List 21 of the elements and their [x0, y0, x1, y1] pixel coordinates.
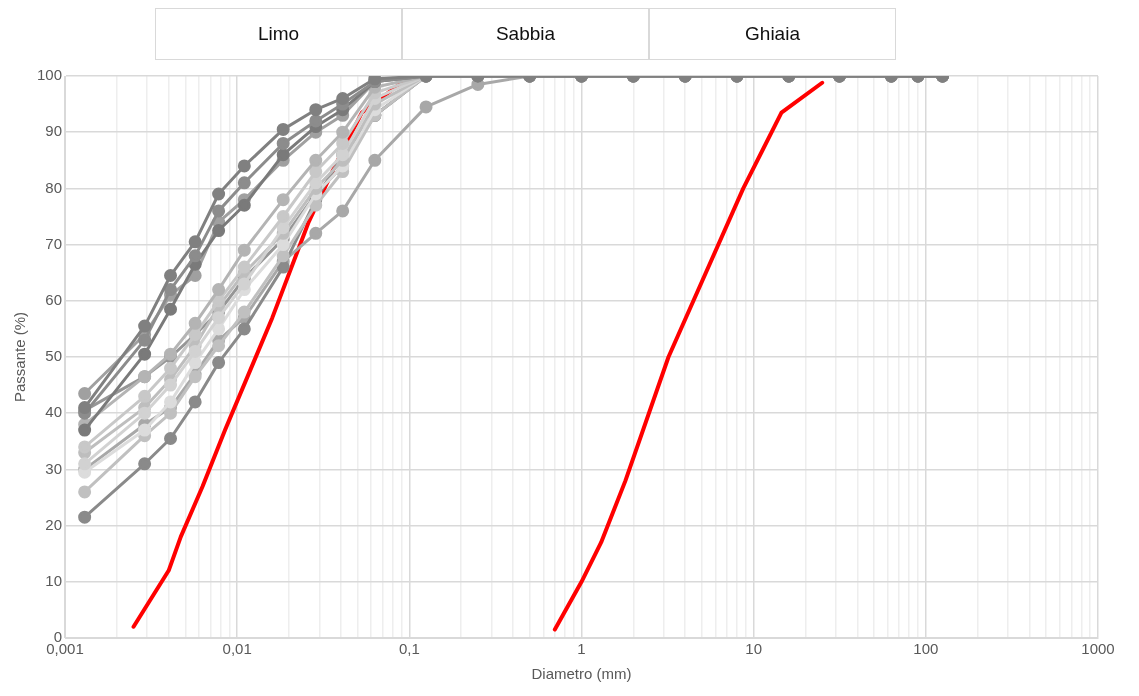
- y-axis-title: Passante (%): [11, 311, 29, 403]
- x-tick-label: 100: [913, 640, 939, 658]
- y-tick-label: 60: [45, 290, 63, 308]
- y-tick-label: 20: [45, 515, 63, 533]
- x-tick-label: 0,1: [398, 640, 420, 658]
- text: Sabbia: [402, 8, 649, 60]
- text: Ghiaia: [649, 8, 896, 60]
- y-tick-label: 30: [45, 459, 63, 477]
- text: Limo: [155, 8, 402, 60]
- y-tick-label: 70: [45, 234, 63, 252]
- x-axis-title: Diametro (mm): [531, 665, 632, 683]
- y-tick-label: 50: [45, 347, 63, 365]
- y-tick-label: 10: [45, 571, 63, 589]
- x-tick-label: 10: [745, 640, 763, 658]
- y-tick-label: 100: [37, 66, 63, 84]
- x-tick-label: 0,01: [222, 640, 252, 658]
- y-tick-label: 80: [45, 178, 63, 196]
- x-tick-label: 1000: [1081, 640, 1115, 658]
- y-tick-label: 90: [45, 122, 63, 140]
- y-tick-label: 40: [45, 403, 63, 421]
- x-tick-label: 1: [577, 640, 586, 658]
